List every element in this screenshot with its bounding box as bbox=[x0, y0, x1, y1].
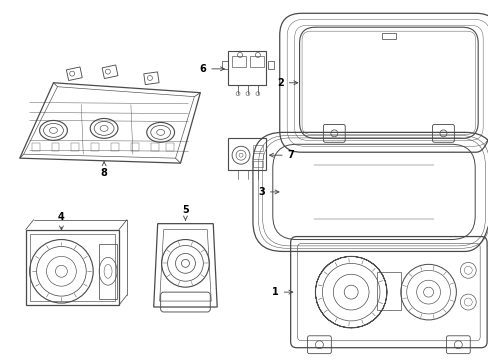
Text: 4: 4 bbox=[58, 212, 65, 230]
Bar bbox=[228, 138, 266, 170]
Bar bbox=[66, 67, 82, 81]
Text: 5: 5 bbox=[182, 205, 189, 220]
Bar bbox=[232, 56, 246, 67]
Bar bbox=[382, 33, 396, 39]
Bar bbox=[166, 143, 173, 151]
Bar bbox=[268, 61, 274, 69]
Bar bbox=[32, 143, 40, 151]
Bar bbox=[253, 161, 263, 167]
Bar bbox=[151, 143, 159, 151]
Text: 7: 7 bbox=[270, 150, 294, 160]
Bar bbox=[228, 51, 266, 85]
Text: 1: 1 bbox=[272, 287, 293, 297]
Bar bbox=[144, 72, 159, 85]
Text: 3: 3 bbox=[258, 187, 279, 197]
Bar bbox=[250, 56, 264, 67]
Bar bbox=[131, 143, 139, 151]
Bar bbox=[253, 153, 263, 159]
Bar bbox=[102, 65, 118, 78]
Bar bbox=[51, 143, 59, 151]
Text: 6: 6 bbox=[199, 64, 224, 74]
Text: 8: 8 bbox=[100, 162, 107, 178]
Bar bbox=[30, 234, 115, 301]
Bar bbox=[99, 243, 117, 299]
Bar bbox=[72, 143, 79, 151]
Text: 2: 2 bbox=[277, 78, 298, 88]
Bar bbox=[222, 61, 228, 69]
Bar bbox=[253, 145, 263, 151]
Bar bbox=[25, 230, 119, 305]
Bar bbox=[91, 143, 99, 151]
Bar bbox=[111, 143, 119, 151]
Bar bbox=[377, 272, 401, 310]
